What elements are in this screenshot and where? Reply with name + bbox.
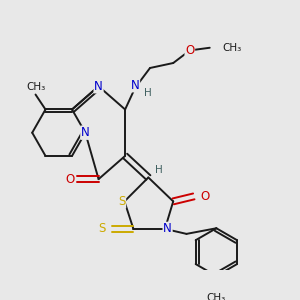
Text: N: N (163, 222, 172, 236)
Text: H: H (155, 165, 163, 175)
Text: N: N (131, 79, 140, 92)
Text: CH₃: CH₃ (26, 82, 45, 92)
Text: O: O (185, 44, 194, 57)
Text: S: S (98, 222, 105, 236)
Text: CH₃: CH₃ (207, 293, 226, 300)
Text: N: N (94, 80, 103, 93)
Text: O: O (200, 190, 210, 203)
Text: H: H (144, 88, 152, 98)
Text: N: N (81, 126, 90, 139)
Text: O: O (65, 172, 74, 186)
Text: CH₃: CH₃ (222, 43, 242, 53)
Text: S: S (118, 195, 125, 208)
